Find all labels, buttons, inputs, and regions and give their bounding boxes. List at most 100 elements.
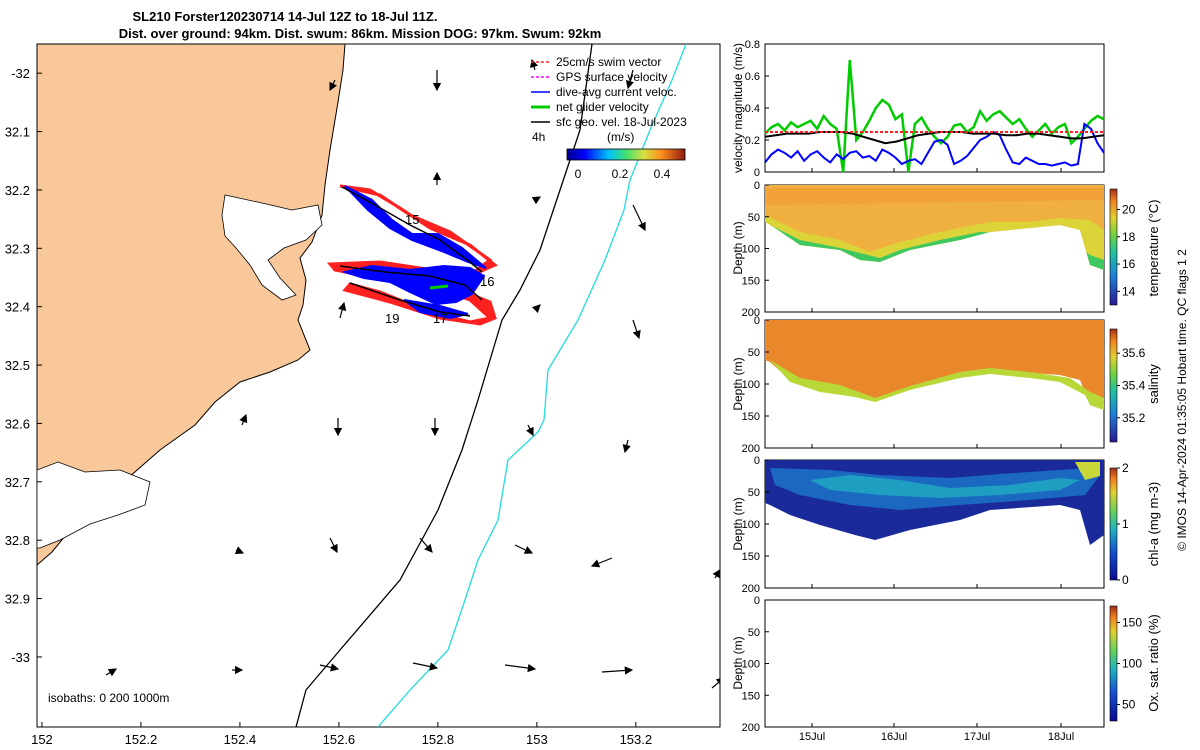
depth-tick-label: 200 — [742, 722, 760, 734]
geo-velocity-arrows — [105, 58, 720, 689]
time-tick-label: 15Jul — [799, 731, 825, 743]
legend-label: 25cm/s swim vector — [556, 55, 661, 69]
colorbar-tick-label: 35.6 — [1122, 346, 1146, 360]
depth-tick-label: 100 — [742, 379, 760, 391]
geo-velocity-arrow — [105, 668, 118, 677]
map-x-tick-label: 152.8 — [422, 732, 455, 747]
chart-title-line1: SL210 Forster120230714 14-Jul 12Z to 18-… — [132, 9, 438, 24]
depth-tick-label: 50 — [748, 627, 760, 639]
salinity-ylabel: Depth (m) — [731, 357, 745, 410]
map-x-tick-label: 153.2 — [620, 732, 653, 747]
track-label-3: 19 — [385, 311, 399, 326]
colorbar-tick-label: 18 — [1122, 230, 1136, 244]
chlorophyll-cbar-label: chl-a (mg m-3) — [1146, 482, 1161, 567]
map-y-tick-label: -32 — [11, 66, 30, 81]
chlorophyll-colorbar — [1109, 467, 1118, 581]
salinity-field — [765, 320, 1104, 410]
geo-velocity-arrow — [514, 544, 534, 554]
isobath-1000 — [377, 44, 687, 727]
colorbar-tick-label: 35.4 — [1122, 379, 1146, 393]
map-y-tick-label: 32.6 — [5, 416, 30, 431]
oxygen-panel: Depth (m) Ox. sat. ratio (%) — [731, 599, 1161, 728]
velocity-line — [764, 122, 1105, 167]
depth-tick-label: 0 — [754, 315, 760, 327]
geo-velocity-arrow — [329, 537, 338, 554]
velocity-panel: 0 0.2 0.4 0.6 0.8 velocity magnitude (m/s) — [731, 39, 1105, 179]
geo-velocity-arrow — [338, 301, 347, 319]
salinity-deep — [770, 360, 1104, 410]
geo-velocity-arrow — [601, 666, 634, 675]
geo-velocity-arrow — [412, 662, 439, 671]
velocity-line — [764, 59, 1105, 173]
colorbar-tick-label: 50 — [1122, 698, 1136, 712]
depth-tick-label: 150 — [742, 275, 760, 287]
map-y-tick-label: 32.3 — [5, 241, 30, 256]
map-y-axis: -32 32.1 32.2 32.3 32.4 32.5 32.6 32.7 32.8 32.9 -… — [5, 66, 42, 665]
geo-velocity-arrow — [711, 677, 720, 689]
geo-velocity-arrow — [419, 537, 433, 553]
track-line — [339, 186, 483, 317]
chart-title-line2: Dist. over ground: 94km. Dist. swum: 86k… — [118, 26, 602, 41]
geo-velocity-arrow — [622, 439, 631, 454]
depth-tick-label: 200 — [742, 443, 760, 455]
legend-label: sfc geo. vel. 18-Jul-2023 — [556, 115, 687, 129]
oxygen-cbar-label: Ox. sat. ratio (%) — [1146, 614, 1161, 712]
map-y-tick-label: 32.4 — [5, 300, 30, 315]
legend-time-label: 4h — [532, 130, 545, 144]
colorbar-tick-label: 20 — [1122, 202, 1136, 216]
geo-velocity-arrow — [712, 568, 720, 579]
velocity-y-axis: 0 0.2 0.4 0.6 0.8 — [745, 39, 769, 179]
lake-shape — [37, 461, 151, 549]
temperature-cbar-label: temperature (°C) — [1146, 200, 1161, 297]
speed-colorbar — [566, 148, 686, 161]
velocity-ylabel: velocity magnitude (m/s) — [731, 43, 745, 173]
chlorophyll-peak — [1075, 462, 1100, 480]
geo-velocity-arrow — [632, 204, 646, 232]
velocity-y-tick-label: 0.8 — [745, 39, 760, 51]
temperature-panel: Depth (m) temperature (°C) — [731, 184, 1161, 313]
time-tick-label: 16Jul — [881, 731, 907, 743]
colorbar-tick-label: 1 — [1122, 517, 1129, 531]
depth-tick-label: 0 — [754, 595, 760, 607]
map-x-tick-label: 152.2 — [125, 732, 158, 747]
map-y-tick-label: 32.7 — [5, 475, 30, 490]
map-y-tick-label: 32.5 — [5, 358, 30, 373]
map-x-tick-label: 152 — [31, 732, 53, 747]
salinity-panel: Depth (m) salinity — [731, 319, 1161, 449]
geo-velocity-arrow — [526, 424, 534, 437]
map-x-tick-label: 152.4 — [224, 732, 257, 747]
copyright-note: © IMOS 14-Apr-2024 01:35:05 Hobart time.… — [1175, 249, 1189, 551]
colorbar-tick-label: 35.2 — [1122, 411, 1146, 425]
glider-track: 15 16 19 17 — [326, 184, 498, 326]
colorbar-tick-2: 0.4 — [654, 167, 671, 181]
geo-velocity-arrow — [531, 196, 542, 205]
temperature-surface — [765, 188, 1104, 205]
geo-velocity-arrow — [590, 557, 613, 568]
velocity-frame — [764, 43, 1105, 173]
track-label-2: 16 — [480, 274, 494, 289]
colorbar-tick-label: 150 — [1122, 615, 1142, 629]
velocity-y-tick-label: 0 — [754, 167, 760, 179]
temperature-ylabel: Depth (m) — [731, 221, 745, 274]
colorbar-ticks: 14 16 18 20 35.2 35.4 35.6 0 1 2 50 100 150 — [1117, 202, 1146, 712]
dive-avg-current — [341, 185, 487, 320]
map-y-tick-label: 32.1 — [5, 125, 30, 140]
geo-velocity-arrow — [504, 663, 537, 673]
geo-velocity-arrow — [632, 319, 641, 340]
depth-axes: 0501001502000501001502000501001502000501… — [742, 180, 769, 734]
temperature-colorbar — [1109, 188, 1118, 306]
depth-tick-label: 0 — [754, 180, 760, 192]
colorbar-tick-label: 0 — [1122, 573, 1129, 587]
depth-tick-label: 200 — [742, 583, 760, 595]
depth-tick-label: 150 — [742, 690, 760, 702]
colorbar-tick-1: 0.2 — [612, 167, 629, 181]
oxygen-ylabel: Depth (m) — [731, 636, 745, 689]
geo-velocity-arrow — [234, 546, 245, 555]
map-panel: 15 16 19 17 152 152.2 152.4 152.6 152.8 153 15… — [5, 43, 721, 747]
velocity-y-tick-label: 0.6 — [745, 71, 760, 83]
velocity-series — [764, 59, 1105, 173]
map-x-tick-label: 153 — [526, 732, 548, 747]
depth-tick-label: 200 — [742, 307, 760, 319]
salinity-colorbar — [1109, 328, 1118, 443]
